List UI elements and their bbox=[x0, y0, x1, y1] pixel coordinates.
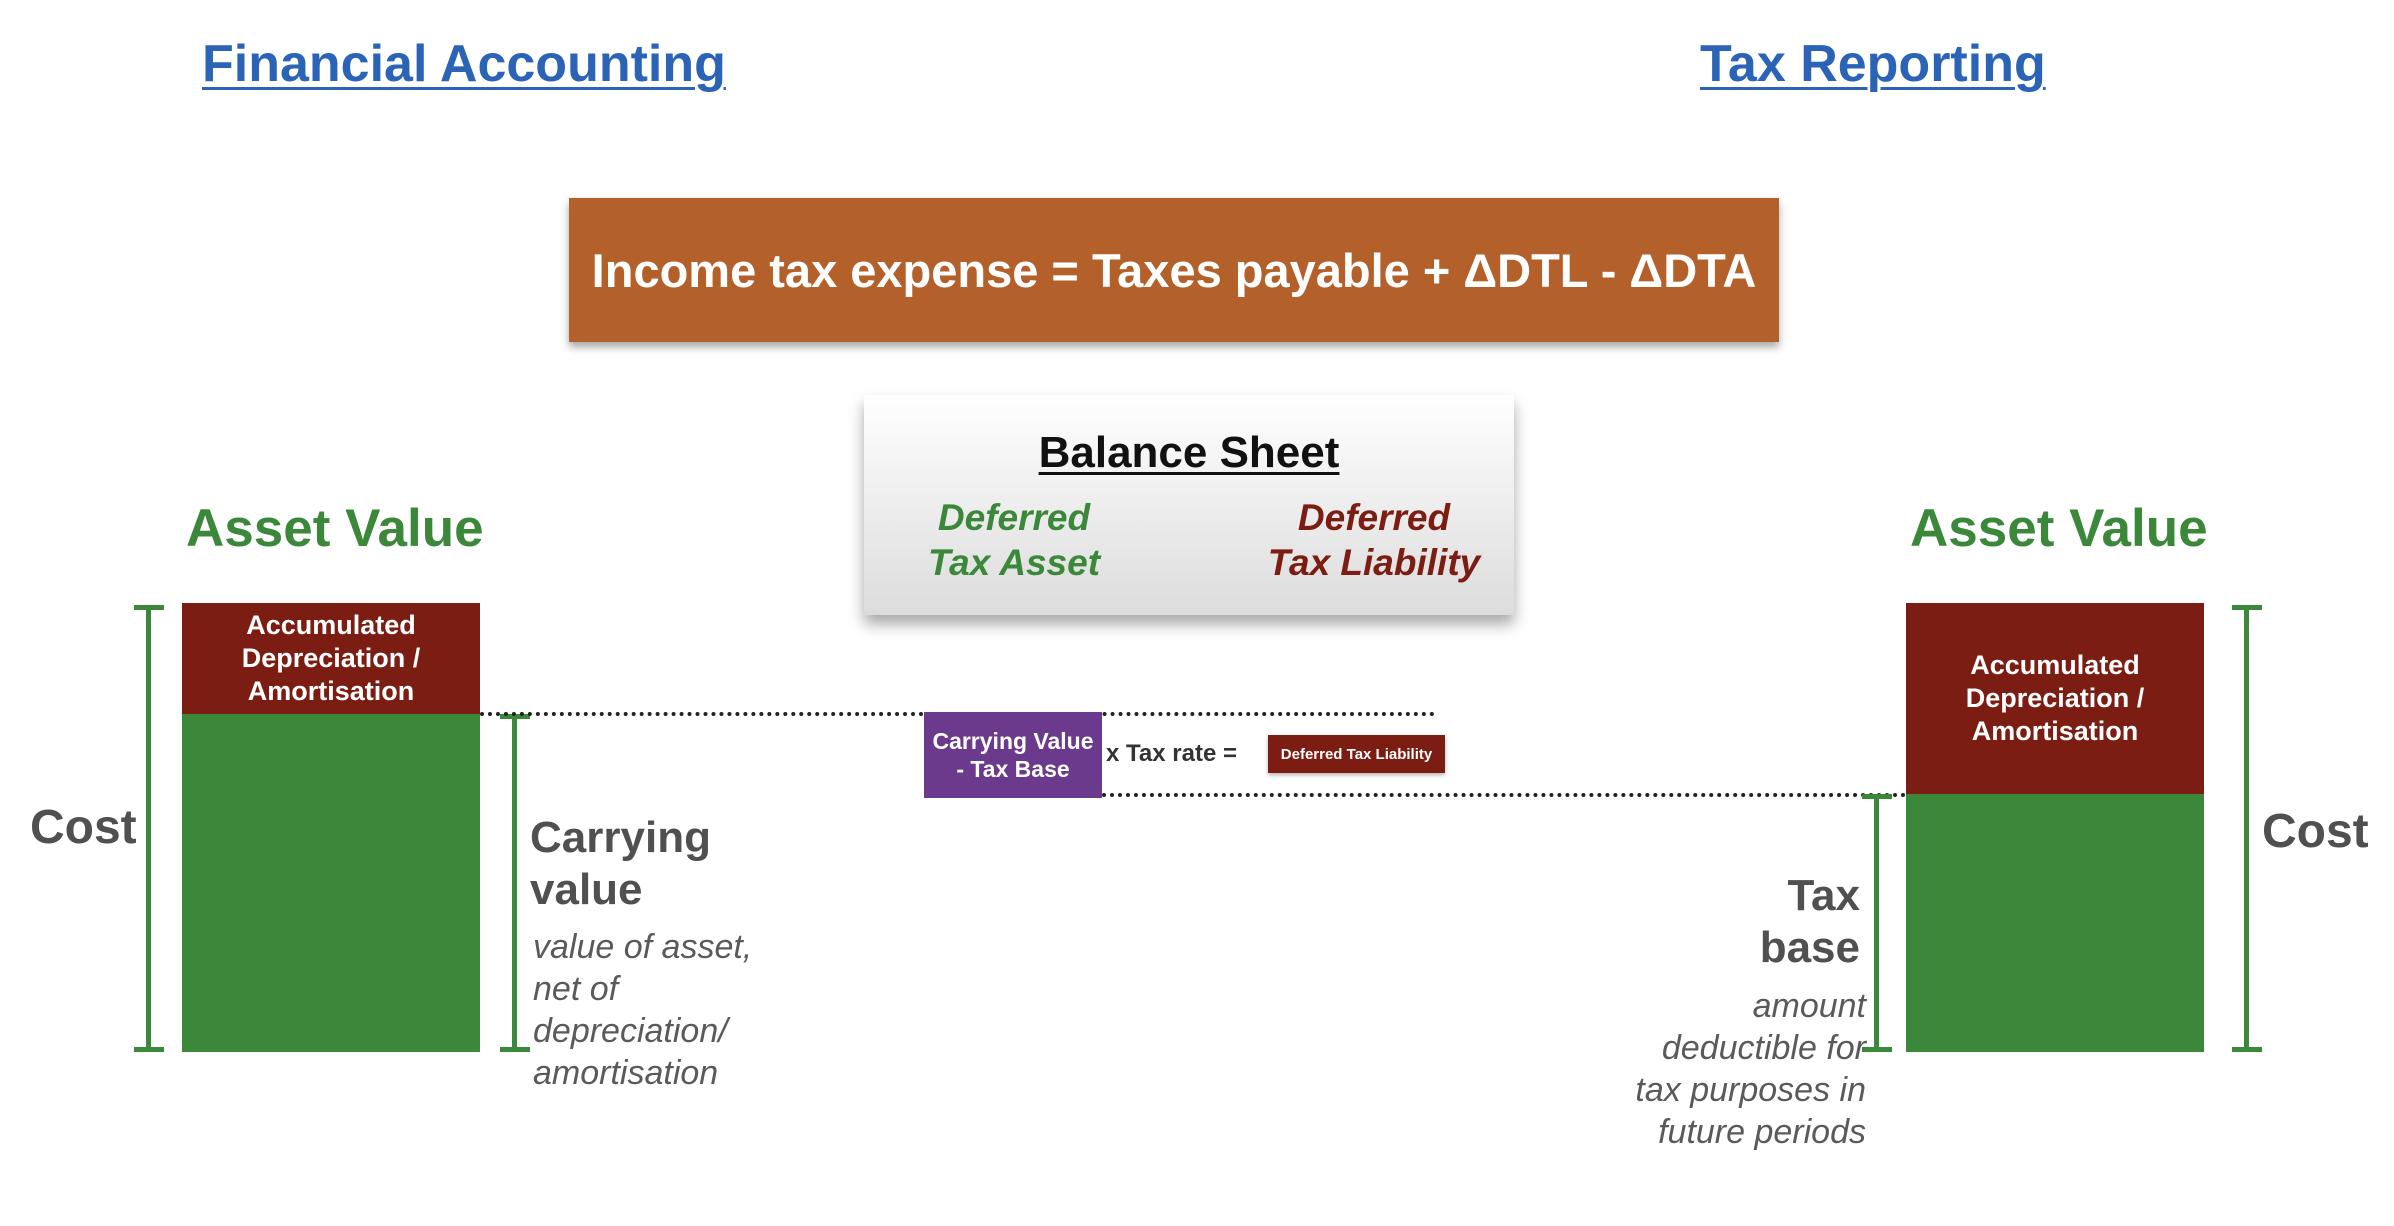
tax-reporting-heading: Tax Reporting bbox=[1700, 35, 2046, 93]
left-asset-value-title: Asset Value bbox=[186, 499, 484, 558]
carrying-value-description: value of asset, net of depreciation/ amo… bbox=[533, 928, 753, 1092]
income-tax-formula-banner: Income tax expense = Taxes payable + ΔDT… bbox=[569, 198, 1779, 342]
right-asset-value-title: Asset Value bbox=[1910, 499, 2208, 558]
left-cost-label: Cost bbox=[30, 801, 137, 854]
tax-base-label: Tax base bbox=[1759, 871, 1860, 972]
right-cost-bracket-top bbox=[2232, 605, 2262, 610]
balance-sheet-title: Balance Sheet bbox=[1038, 428, 1340, 477]
tax-base-bracket-top bbox=[1862, 794, 1892, 799]
tax-base-dotted-line bbox=[1102, 793, 2202, 797]
carrying-value-bracket-top bbox=[500, 714, 530, 719]
financial-accounting-heading: Financial Accounting bbox=[202, 35, 726, 93]
left-accumulated-depreciation-block: Accumulated Depreciation / Amortisation bbox=[182, 603, 480, 714]
carrying-value-minus-tax-base-box: Carrying Value - Tax Base bbox=[924, 712, 1102, 798]
left-cost-bracket-top bbox=[134, 605, 164, 610]
tax-rate-operator: x Tax rate = bbox=[1106, 740, 1237, 767]
right-cost-bracket-bottom bbox=[2232, 1047, 2262, 1052]
deferred-tax-asset-label: Deferred Tax Asset bbox=[927, 497, 1101, 583]
right-cost-label: Cost bbox=[2262, 805, 2369, 858]
carrying-value-bracket bbox=[512, 716, 517, 1050]
deferred-tax-liability-label: Deferred Tax Liability bbox=[1267, 497, 1481, 583]
right-cost-bracket bbox=[2244, 607, 2249, 1051]
income-tax-formula-text: Income tax expense = Taxes payable + ΔDT… bbox=[591, 243, 1757, 297]
right-accumulated-depreciation-block: Accumulated Depreciation / Amortisation bbox=[1906, 603, 2204, 794]
carrying-value-bracket-bottom bbox=[500, 1047, 530, 1052]
deferred-tax-liability-result-box: Deferred Tax Liability bbox=[1268, 735, 1445, 773]
deferred-tax-liability-result-text: Deferred Tax Liability bbox=[1280, 745, 1433, 763]
left-cost-bracket bbox=[146, 607, 151, 1051]
tax-base-bracket-bottom bbox=[1862, 1047, 1892, 1052]
tax-base-bracket bbox=[1874, 796, 1879, 1050]
carrying-value-label: Carrying value bbox=[530, 813, 711, 914]
balance-sheet-card: Balance Sheet Deferred Tax Asset Deferre… bbox=[864, 395, 1514, 615]
left-cost-bracket-bottom bbox=[134, 1047, 164, 1052]
left-carrying-value-block bbox=[182, 714, 480, 1052]
right-tax-base-block bbox=[1906, 794, 2204, 1052]
tax-base-description: amount deductible for tax purposes in fu… bbox=[1635, 987, 1866, 1151]
